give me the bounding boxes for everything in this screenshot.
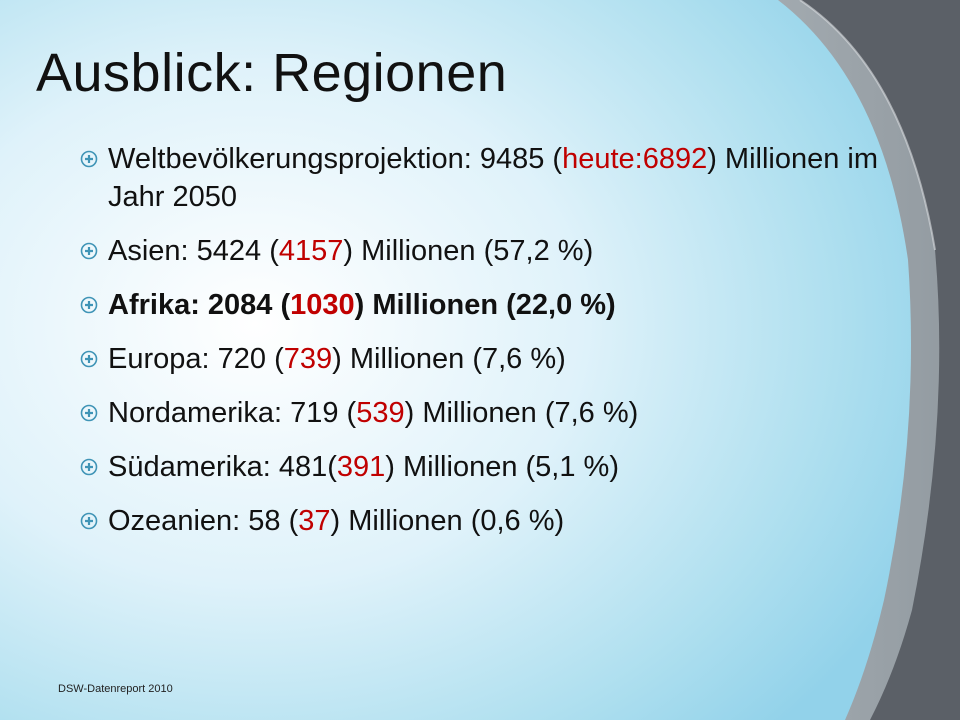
bullet-asia: Asien: 5424 (4157) Millionen (57,2 %)	[80, 232, 900, 270]
bullet-text: ) Millionen (0,6 %)	[330, 505, 565, 537]
bullet-text: ) Millionen (5,1 %)	[385, 451, 619, 483]
bullet-north-america: Nordamerika: 719 (539) Millionen (7,6 %)	[80, 394, 900, 432]
bullet-text: ) Millionen (57,2 %)	[343, 235, 594, 267]
bullet-highlight: 4157	[278, 235, 344, 267]
bullet-text: Weltbevölkerungsprojektion: 9485 (	[108, 143, 563, 175]
bullet-south-america: Südamerika: 481(391) Millionen (5,1 %)	[80, 448, 900, 486]
bullet-text: ) Millionen (22,0 %)	[354, 289, 616, 321]
circled-cross-bullet-icon	[80, 242, 98, 260]
circled-cross-bullet-icon	[80, 458, 98, 476]
slide-title: Ausblick: Regionen	[36, 43, 508, 103]
source-footer: DSW-Datenreport 2010	[58, 683, 173, 695]
circled-cross-bullet-icon	[80, 512, 98, 530]
bullet-highlight: heute:6892	[562, 143, 708, 175]
bullet-africa: Afrika: 2084 (1030) Millionen (22,0 %)	[80, 286, 900, 324]
bullet-text: ) Millionen (7,6 %)	[404, 397, 639, 429]
bullet-text: ) Millionen im Jahr 2050	[108, 143, 879, 213]
bullet-text: Ozeanien: 58 (	[108, 505, 299, 537]
bullet-world-projection: Weltbevölkerungsprojektion: 9485 (heute:…	[80, 140, 900, 216]
bullet-list: Weltbevölkerungsprojektion: 9485 (heute:…	[80, 140, 900, 556]
circled-cross-bullet-icon	[80, 296, 98, 314]
circled-cross-bullet-icon	[80, 150, 98, 168]
bullet-text: Asien: 5424 (	[108, 235, 279, 267]
bullet-highlight: 1030	[290, 289, 355, 321]
bullet-text: ) Millionen (7,6 %)	[332, 343, 566, 375]
circled-cross-bullet-icon	[80, 404, 98, 422]
bullet-oceania: Ozeanien: 58 (37) Millionen (0,6 %)	[80, 502, 900, 540]
bullet-highlight: 37	[298, 505, 331, 537]
bullet-europe: Europa: 720 (739) Millionen (7,6 %)	[80, 340, 900, 378]
circled-cross-bullet-icon	[80, 350, 98, 368]
bullet-text: Europa: 720 (	[108, 343, 284, 375]
bullet-highlight: 739	[283, 343, 333, 375]
bullet-text: Südamerika: 481(	[108, 451, 337, 483]
bullet-text: Afrika: 2084 (	[108, 289, 291, 321]
bullet-text: Nordamerika: 719 (	[108, 397, 357, 429]
bullet-highlight: 539	[356, 397, 405, 429]
bullet-highlight: 391	[336, 451, 386, 483]
